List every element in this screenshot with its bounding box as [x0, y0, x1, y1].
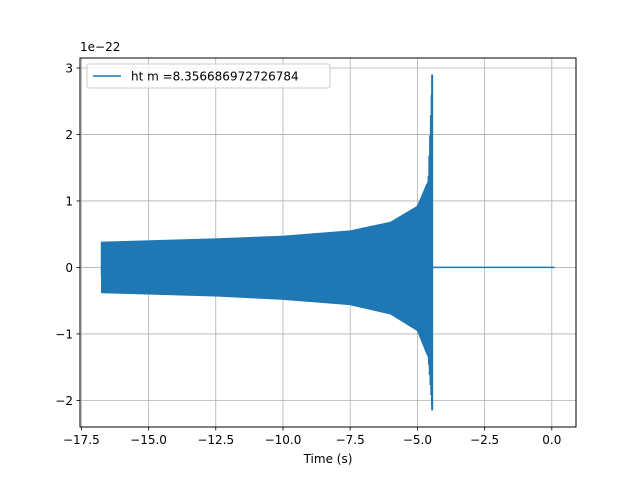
- y-tick-label: 2: [65, 128, 73, 142]
- y-tick-label: 3: [65, 61, 73, 75]
- y-tick-label: 0: [65, 261, 73, 275]
- legend: ht m =8.356686972726784: [86, 63, 331, 89]
- x-axis-label: Time (s): [303, 452, 353, 466]
- y-axis: −2 −1 0 1 2 3: [55, 61, 80, 408]
- y-tick-label: −1: [55, 327, 73, 341]
- data-layer: [100, 74, 555, 411]
- x-tick-label: 0.0: [542, 433, 561, 447]
- x-axis: −17.5 −15.0 −12.5 −10.0 −7.5 −5.0 −2.5 0.0: [63, 427, 561, 447]
- y-tick-label: −2: [55, 394, 73, 408]
- x-tick-label: −5.0: [403, 433, 432, 447]
- waveform-envelope: [101, 183, 428, 355]
- x-tick-label: −2.5: [470, 433, 499, 447]
- x-tick-label: −12.5: [197, 433, 234, 447]
- x-tick-label: −15.0: [130, 433, 167, 447]
- y-tick-label: 1: [65, 194, 73, 208]
- x-tick-label: −7.5: [336, 433, 365, 447]
- legend-entry: ht m =8.356686972726784: [131, 70, 299, 84]
- axes-frame: [79, 57, 577, 428]
- y-axis-offset-label: 1e−22: [80, 40, 120, 54]
- legend-box: [86, 63, 331, 89]
- x-tick-label: −17.5: [63, 433, 100, 447]
- x-tick-label: −10.0: [265, 433, 302, 447]
